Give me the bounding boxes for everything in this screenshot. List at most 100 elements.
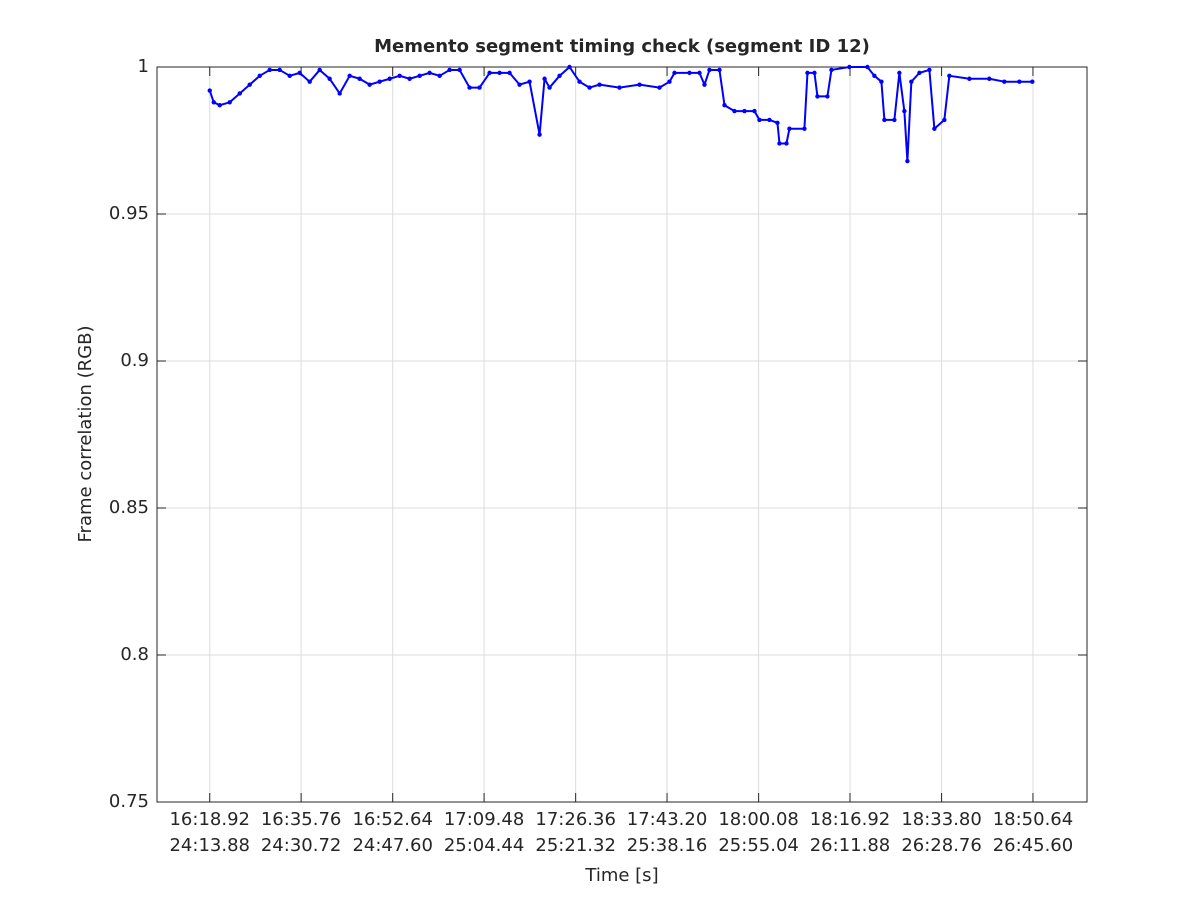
data-point: [317, 67, 322, 73]
data-point: [557, 73, 562, 79]
x-tick-label: 17:43.20: [627, 809, 708, 830]
x-tick-label-secondary: 25:55.04: [718, 835, 799, 856]
data-point: [257, 73, 262, 79]
data-point: [327, 76, 332, 81]
data-point: [967, 76, 972, 81]
x-tick-label-secondary: 25:04.44: [444, 835, 525, 856]
data-point: [347, 73, 352, 79]
data-point: [657, 85, 662, 90]
y-axis-label: Frame correlation (RGB): [75, 326, 96, 543]
data-point: [879, 79, 884, 84]
data-point: [752, 108, 757, 114]
x-tick-label-secondary: 24:47.60: [352, 835, 433, 856]
data-point: [297, 70, 302, 76]
data-point: [825, 94, 830, 99]
data-point: [872, 73, 877, 79]
data-point: [767, 117, 772, 123]
data-point: [507, 70, 512, 76]
data-point: [702, 82, 707, 87]
data-point: [577, 79, 582, 84]
data-point: [812, 70, 817, 76]
x-axis-label: Time [s]: [584, 865, 658, 886]
x-tick-label-secondary: 25:21.32: [535, 835, 616, 856]
data-point: [447, 67, 452, 73]
y-tick-label: 0.9: [120, 350, 149, 371]
data-point: [207, 88, 212, 93]
data-point: [542, 76, 547, 81]
data-point: [487, 70, 492, 76]
data-point: [367, 82, 372, 87]
data-point: [805, 70, 810, 76]
data-point: [1017, 79, 1022, 84]
data-point: [277, 67, 282, 73]
data-point: [477, 85, 482, 90]
data-point: [905, 158, 910, 164]
data-point: [802, 126, 807, 131]
data-point: [387, 76, 392, 81]
data-point: [407, 76, 412, 81]
x-tick-label-secondary: 26:28.76: [901, 835, 982, 856]
data-point: [947, 73, 952, 79]
data-point: [897, 70, 902, 76]
data-point: [902, 108, 907, 114]
data-point: [784, 141, 789, 146]
data-point: [722, 103, 727, 108]
data-point: [1002, 79, 1007, 84]
data-point: [267, 67, 272, 73]
data-point: [672, 70, 677, 76]
x-tick-label: 18:50.64: [993, 809, 1074, 830]
data-point: [777, 141, 782, 146]
data-point: [987, 76, 992, 81]
data-point: [775, 120, 780, 126]
x-tick-label: 18:16.92: [810, 809, 891, 830]
data-point: [697, 70, 702, 76]
data-point: [567, 64, 572, 70]
data-point: [757, 117, 762, 123]
data-point: [847, 64, 852, 70]
x-tick-label: 16:52.64: [352, 809, 433, 830]
plot-frame: [156, 66, 1088, 803]
data-point: [211, 100, 216, 105]
data-point: [707, 67, 712, 73]
data-point: [927, 67, 932, 73]
data-point: [527, 79, 532, 84]
data-point: [667, 79, 672, 84]
y-tick-label: 1: [138, 56, 149, 77]
y-tick-label: 0.8: [120, 644, 149, 665]
data-point: [917, 70, 922, 76]
data-point: [687, 70, 692, 76]
chart-title: Memento segment timing check (segment ID…: [374, 36, 870, 57]
data-point: [377, 79, 382, 84]
x-tick-label-secondary: 24:30.72: [261, 835, 342, 856]
x-tick-label: 17:26.36: [535, 809, 616, 830]
y-tick-label: 0.95: [109, 203, 149, 224]
data-point: [587, 85, 592, 90]
data-point: [237, 91, 242, 96]
data-point: [787, 126, 792, 131]
data-point: [932, 126, 937, 131]
data-point: [717, 67, 722, 73]
data-point: [457, 67, 462, 73]
data-point: [547, 85, 552, 90]
y-tick-label: 0.85: [109, 497, 149, 518]
x-tick-label: 16:35.76: [261, 809, 342, 830]
data-point: [909, 79, 914, 84]
x-tick-label: 18:00.08: [718, 809, 799, 830]
x-tick-label: 16:18.92: [169, 809, 250, 830]
data-point: [517, 82, 522, 87]
data-point: [397, 73, 402, 79]
x-tick-label-secondary: 25:38.16: [627, 835, 708, 856]
data-point: [427, 70, 432, 76]
data-point: [357, 76, 362, 81]
data-point: [227, 100, 232, 105]
data-point: [829, 67, 834, 73]
x-tick-label: 17:09.48: [444, 809, 525, 830]
data-point: [437, 73, 442, 79]
data-point: [892, 117, 897, 123]
data-point: [865, 64, 870, 70]
data-point: [732, 108, 737, 114]
data-point: [337, 91, 342, 96]
